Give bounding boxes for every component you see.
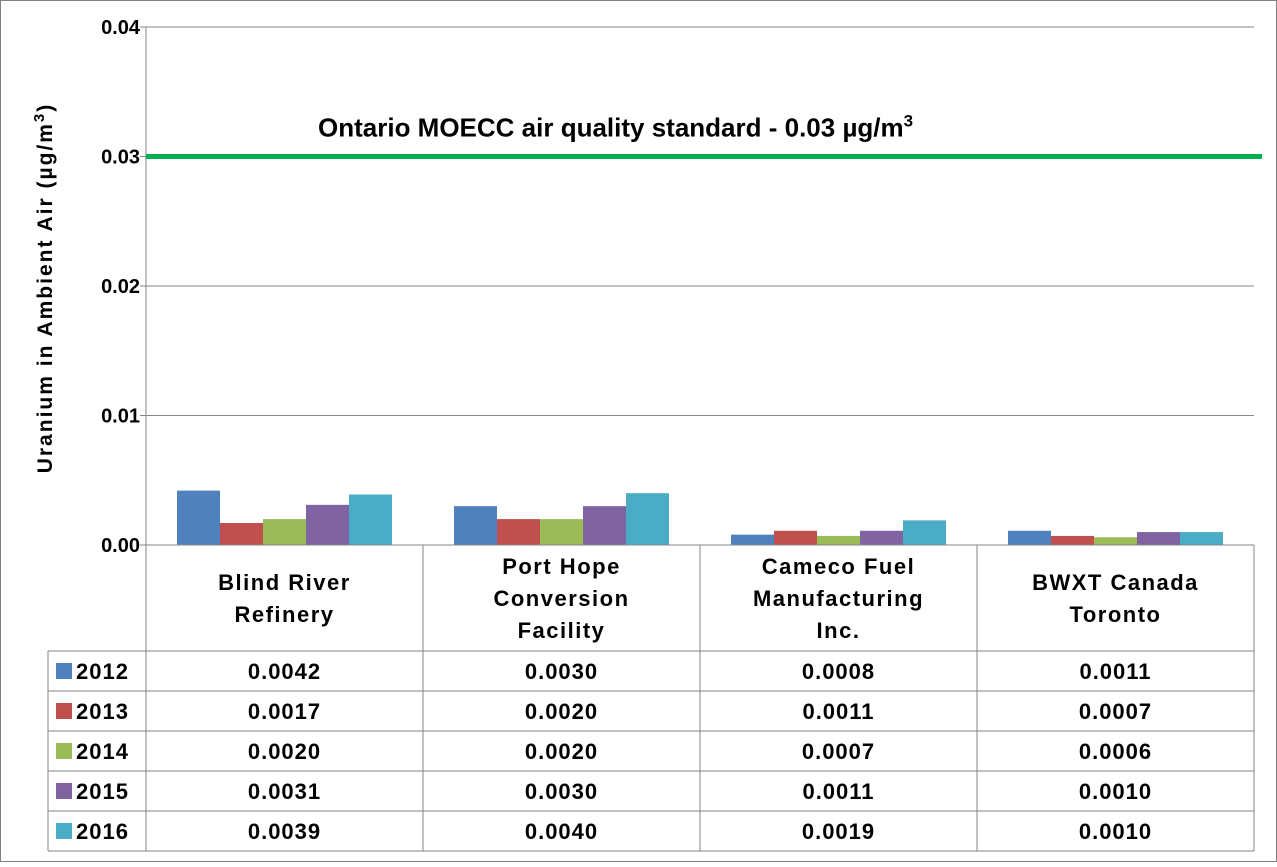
bar-2016	[626, 493, 669, 545]
data-label: 0.0011	[802, 699, 874, 724]
data-label: 0.0031	[248, 779, 321, 804]
data-label: 0.0010	[1079, 819, 1152, 844]
bar-2015	[306, 504, 349, 545]
y-axis-title-sup: 3	[31, 112, 48, 122]
data-label: 0.0010	[1079, 779, 1152, 804]
data-label: 0.0020	[525, 699, 598, 724]
bar-2016	[903, 520, 946, 545]
data-label: 0.0011	[802, 779, 874, 804]
legend-label: 2016	[76, 819, 129, 844]
bar-2012	[454, 506, 497, 545]
data-label: 0.0007	[802, 739, 875, 764]
legend-key-2013	[56, 703, 72, 719]
bar-2013	[220, 522, 263, 545]
reference-line-group: Ontario MOECC air quality standard - 0.0…	[146, 112, 1262, 159]
bar-2013	[497, 519, 540, 545]
data-label: 0.0042	[248, 659, 321, 684]
data-label: 0.0020	[248, 739, 321, 764]
data-label: 0.0007	[1079, 699, 1152, 724]
bar-2014	[817, 535, 860, 545]
category-label: BWXT Canada	[1032, 570, 1199, 595]
bar-2016	[349, 494, 392, 545]
legend-key-2014	[56, 743, 72, 759]
y-axis-label: Uranium in Ambient Air (µg/m3)	[31, 103, 57, 474]
bar-2014	[540, 519, 583, 545]
y-axis-title: Uranium in Ambient Air (µg/m3)	[31, 103, 57, 474]
bar-2014	[263, 519, 306, 545]
category-label: Refinery	[234, 602, 334, 627]
legend-label: 2012	[76, 659, 129, 684]
bar-2013	[774, 530, 817, 545]
bar-2012	[731, 534, 774, 545]
data-label: 0.0017	[248, 699, 321, 724]
data-label: 0.0039	[248, 819, 321, 844]
data-label: 0.0020	[525, 739, 598, 764]
y-tick-label: 0.02	[101, 276, 140, 298]
category-label: Toronto	[1070, 602, 1162, 627]
y-tick-label: 0.04	[101, 17, 141, 39]
bar-2015	[1137, 532, 1180, 545]
category-label: Facility	[518, 618, 606, 643]
bar-2015	[583, 506, 626, 545]
category-label: Inc.	[817, 618, 861, 643]
data-label: 0.0019	[802, 819, 875, 844]
reference-line-label-sup: 3	[904, 112, 913, 131]
bar-2015	[860, 530, 903, 545]
bar-2016	[1180, 532, 1223, 545]
legend-label: 2015	[76, 779, 129, 804]
data-label: 0.0008	[802, 659, 875, 684]
data-label: 0.0030	[525, 659, 598, 684]
reference-line-label: Ontario MOECC air quality standard - 0.0…	[318, 112, 913, 143]
category-label: Cameco Fuel	[762, 554, 915, 579]
y-tick-label: 0.01	[101, 406, 140, 428]
bar-2013	[1051, 535, 1094, 545]
category-label: Conversion	[493, 586, 629, 611]
category-label: Manufacturing	[753, 586, 924, 611]
legend-key-2012	[56, 663, 72, 679]
legend-key-2016	[56, 823, 72, 839]
data-label: 0.0006	[1079, 739, 1152, 764]
bars	[177, 490, 1223, 545]
legend-key-2015	[56, 783, 72, 799]
y-axis-title-close: )	[34, 103, 57, 112]
reference-line-label-main: Ontario MOECC air quality standard - 0.0…	[318, 113, 904, 143]
y-tick-label: 0.00	[101, 535, 140, 557]
y-tick-label: 0.03	[101, 147, 140, 169]
category-label: Blind River	[218, 570, 351, 595]
data-table: Blind River Refinery Port Hope Conversion Fa…	[47, 544, 1255, 852]
bar-2014	[1094, 537, 1137, 545]
y-axis: 0.00 0.01 0.02 0.03 0.04	[101, 17, 147, 557]
y-axis-title-main: Uranium in Ambient Air (µg/m	[34, 122, 57, 473]
category-label: Port Hope	[502, 554, 621, 579]
legend-label: 2014	[76, 739, 129, 764]
bar-2012	[1008, 530, 1051, 545]
legend-label: 2013	[76, 699, 129, 724]
data-label: 0.0011	[1079, 659, 1151, 684]
data-label: 0.0030	[525, 779, 598, 804]
bar-2012	[177, 490, 220, 545]
data-label: 0.0040	[525, 819, 598, 844]
